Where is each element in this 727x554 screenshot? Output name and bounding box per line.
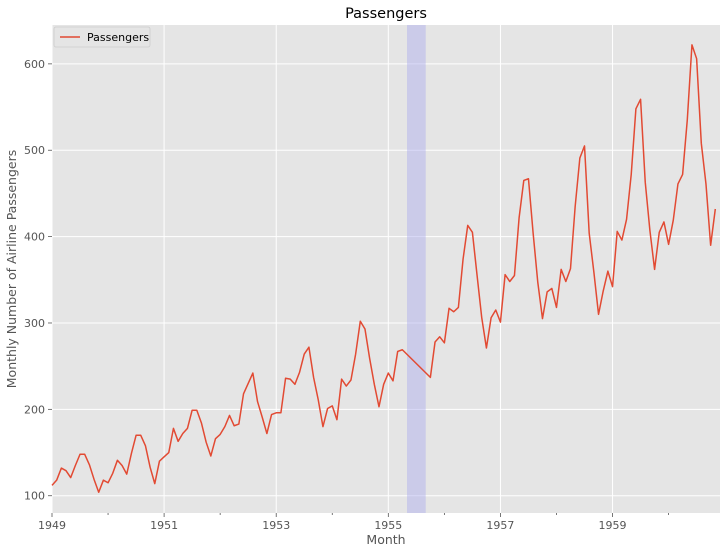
x-axis-label: Month <box>366 532 405 547</box>
chart-title: Passengers <box>345 6 427 22</box>
x-tick-label: 1953 <box>262 519 290 532</box>
y-axis-label: Monthly Number of Airline Passengers <box>4 150 19 388</box>
y-tick-label: 300 <box>24 317 45 330</box>
x-tick-label: 1959 <box>599 519 627 532</box>
y-tick-label: 200 <box>24 403 45 416</box>
y-tick-label: 100 <box>24 490 45 503</box>
x-tick-label: 1955 <box>374 519 402 532</box>
legend-box <box>53 26 151 48</box>
y-tick-label: 600 <box>24 58 45 71</box>
minor-ticks <box>107 513 669 515</box>
x-tick-label: 1951 <box>150 519 178 532</box>
y-tick-label: 400 <box>24 231 45 244</box>
series-line-passengers <box>51 44 717 494</box>
grid <box>51 25 720 513</box>
x-tick-label: 1957 <box>486 519 514 532</box>
y-tick-label: 500 <box>24 144 45 157</box>
x-tick-label: 1949 <box>38 519 66 532</box>
x-axis-ticks: 1949 1951 1953 1955 1957 1959 <box>38 513 627 532</box>
highlight-span <box>407 25 426 513</box>
data-points <box>51 44 716 493</box>
legend: Passengers <box>53 26 151 48</box>
legend-label: Passengers <box>87 31 149 44</box>
plot-area <box>52 25 720 513</box>
y-axis-ticks: 100 200 300 400 500 600 <box>24 58 52 503</box>
